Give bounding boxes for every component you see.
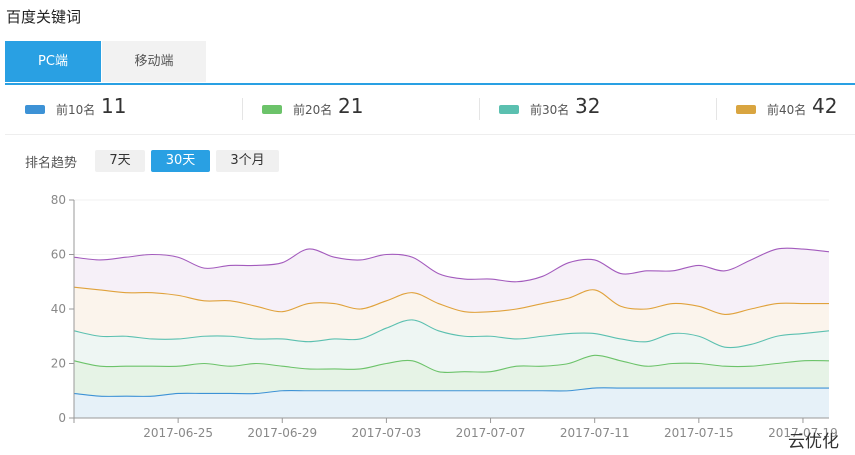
x-tick-label: 2017-07-11 bbox=[560, 426, 630, 440]
rank-stats: 前10名 11 前20名 21 前30名 32 前40名 42 bbox=[5, 84, 855, 135]
x-tick-label: 2017-07-19 bbox=[768, 426, 838, 440]
x-tick-label: 2017-07-07 bbox=[456, 426, 526, 440]
series-line-4 bbox=[73, 247, 830, 283]
legend-swatch-top40 bbox=[736, 105, 756, 114]
y-tick-label: 20 bbox=[51, 357, 66, 371]
x-tick-label: 2017-07-03 bbox=[352, 426, 422, 440]
tab-pc[interactable]: PC端 bbox=[5, 41, 101, 82]
series-line-0 bbox=[73, 387, 830, 397]
series-line-3 bbox=[73, 286, 829, 316]
trend-label: 排名趋势 bbox=[25, 156, 78, 171]
range-3m-button[interactable]: 3个月 bbox=[216, 150, 279, 172]
y-tick-label: 0 bbox=[58, 411, 66, 425]
divider bbox=[479, 98, 480, 120]
tab-mobile[interactable]: 移动端 bbox=[102, 41, 206, 82]
stat-label-top20: 前20名 bbox=[293, 103, 333, 117]
divider bbox=[242, 98, 243, 120]
series-area-0 bbox=[74, 387, 829, 418]
series-line-1 bbox=[73, 354, 830, 374]
stat-value-top10: 11 bbox=[101, 94, 127, 118]
watermark: 云优化 bbox=[788, 432, 839, 452]
legend-swatch-top10 bbox=[25, 105, 45, 114]
y-tick-label: 60 bbox=[51, 248, 66, 262]
page-title: 百度关键词 bbox=[6, 8, 82, 26]
stat-value-top20: 21 bbox=[338, 94, 364, 118]
stat-label-top30: 前30名 bbox=[530, 103, 570, 117]
x-tick-label: 2017-06-25 bbox=[143, 426, 213, 440]
stat-label-top10: 前10名 bbox=[56, 103, 96, 117]
tab-bar: PC端 移动端 bbox=[5, 41, 855, 85]
y-tick-label: 40 bbox=[51, 302, 66, 316]
x-tick-label: 2017-07-15 bbox=[664, 426, 734, 440]
range-7d-button[interactable]: 7天 bbox=[95, 150, 145, 172]
stat-value-top40: 42 bbox=[812, 94, 838, 118]
rank-trend-chart: 0 20 40 60 80 2017-06-25 2017-06-29 2017-07-03 2… bbox=[51, 193, 838, 440]
stat-label-top40: 前40名 bbox=[767, 103, 807, 117]
series-line-2 bbox=[73, 319, 830, 349]
range-30d-button[interactable]: 30天 bbox=[151, 150, 210, 172]
legend-swatch-top30 bbox=[499, 105, 519, 114]
divider bbox=[716, 98, 717, 120]
x-tick-label: 2017-06-29 bbox=[247, 426, 317, 440]
stat-value-top30: 32 bbox=[575, 94, 601, 118]
y-tick-label: 80 bbox=[51, 193, 66, 207]
legend-swatch-top20 bbox=[262, 105, 282, 114]
